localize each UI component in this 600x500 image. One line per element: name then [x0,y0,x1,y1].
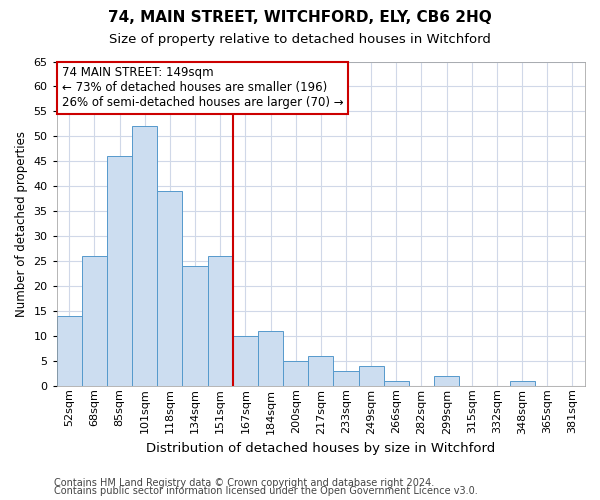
Y-axis label: Number of detached properties: Number of detached properties [15,130,28,316]
Bar [283,361,308,386]
Text: Contains public sector information licensed under the Open Government Licence v3: Contains public sector information licen… [54,486,478,496]
Bar [157,191,182,386]
Text: 74 MAIN STREET: 149sqm
← 73% of detached houses are smaller (196)
26% of semi-de: 74 MAIN STREET: 149sqm ← 73% of detached… [62,66,344,110]
Bar [308,356,334,386]
Bar [233,336,258,386]
Bar [182,266,208,386]
Bar [57,316,82,386]
Bar [132,126,157,386]
Bar [434,376,459,386]
Bar [384,381,409,386]
Bar [509,381,535,386]
X-axis label: Distribution of detached houses by size in Witchford: Distribution of detached houses by size … [146,442,496,455]
Text: Contains HM Land Registry data © Crown copyright and database right 2024.: Contains HM Land Registry data © Crown c… [54,478,434,488]
Bar [208,256,233,386]
Text: Size of property relative to detached houses in Witchford: Size of property relative to detached ho… [109,32,491,46]
Bar [82,256,107,386]
Bar [258,331,283,386]
Bar [359,366,384,386]
Text: 74, MAIN STREET, WITCHFORD, ELY, CB6 2HQ: 74, MAIN STREET, WITCHFORD, ELY, CB6 2HQ [108,10,492,25]
Bar [107,156,132,386]
Bar [334,371,359,386]
